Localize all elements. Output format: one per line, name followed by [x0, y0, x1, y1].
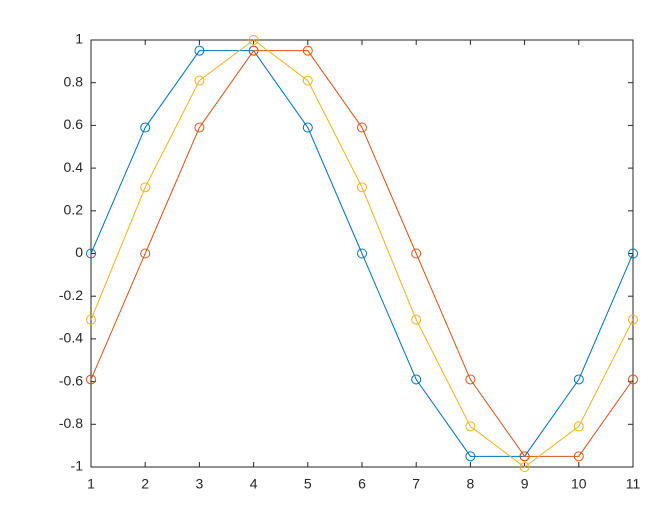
x-tick-label: 10	[571, 476, 587, 492]
y-tick-label: -0.2	[59, 287, 83, 303]
marker	[86, 248, 96, 259]
marker	[573, 421, 584, 432]
y-tick-label: 0.8	[64, 73, 84, 89]
marker	[519, 462, 530, 472]
marker	[140, 122, 151, 133]
x-tick-label: 5	[304, 476, 312, 492]
marker	[357, 248, 367, 259]
x-tick-label: 1	[87, 476, 95, 492]
marker	[573, 451, 584, 462]
x-tick-label: 2	[141, 476, 149, 492]
series-line	[90, 50, 634, 457]
series-line	[90, 39, 634, 468]
x-tick-label: 9	[521, 476, 529, 492]
y-tick-label: 0	[75, 244, 83, 260]
marker	[248, 35, 259, 45]
marker	[465, 421, 476, 432]
marker	[411, 314, 422, 325]
x-tick-label: 6	[358, 476, 366, 492]
y-tick-label: 1	[75, 31, 83, 47]
x-tick-label: 7	[412, 476, 420, 492]
marker	[628, 374, 638, 385]
marker	[357, 182, 367, 193]
marker	[628, 248, 638, 259]
y-tick-label: 0.6	[64, 116, 84, 132]
marker	[573, 374, 584, 385]
marker	[302, 75, 313, 86]
y-tick-label: 0.2	[64, 202, 84, 218]
marker	[86, 374, 96, 385]
marker	[628, 314, 638, 325]
y-tick-label: -0.6	[59, 372, 83, 388]
marker	[248, 45, 259, 56]
x-tick-label: 11	[626, 476, 641, 492]
marker	[302, 122, 313, 133]
y-tick-label: -0.4	[59, 330, 83, 346]
marker	[465, 374, 476, 385]
y-tick-label: -1	[71, 458, 84, 474]
y-tick-label: -0.8	[59, 415, 83, 431]
x-tick-label: 8	[467, 476, 475, 492]
x-tick-label: 4	[250, 476, 258, 492]
marker	[140, 182, 151, 193]
marker	[194, 75, 205, 86]
series-line	[90, 50, 634, 457]
marker	[411, 374, 422, 385]
marker	[194, 122, 205, 133]
marker	[302, 45, 313, 56]
marker	[86, 314, 96, 325]
marker	[357, 122, 367, 133]
y-tick-label: 0.4	[64, 159, 84, 175]
x-tick-label: 3	[196, 476, 204, 492]
marker	[519, 451, 530, 462]
marker	[194, 45, 205, 56]
marker	[465, 451, 476, 462]
marker	[140, 248, 151, 259]
marker	[411, 248, 422, 259]
